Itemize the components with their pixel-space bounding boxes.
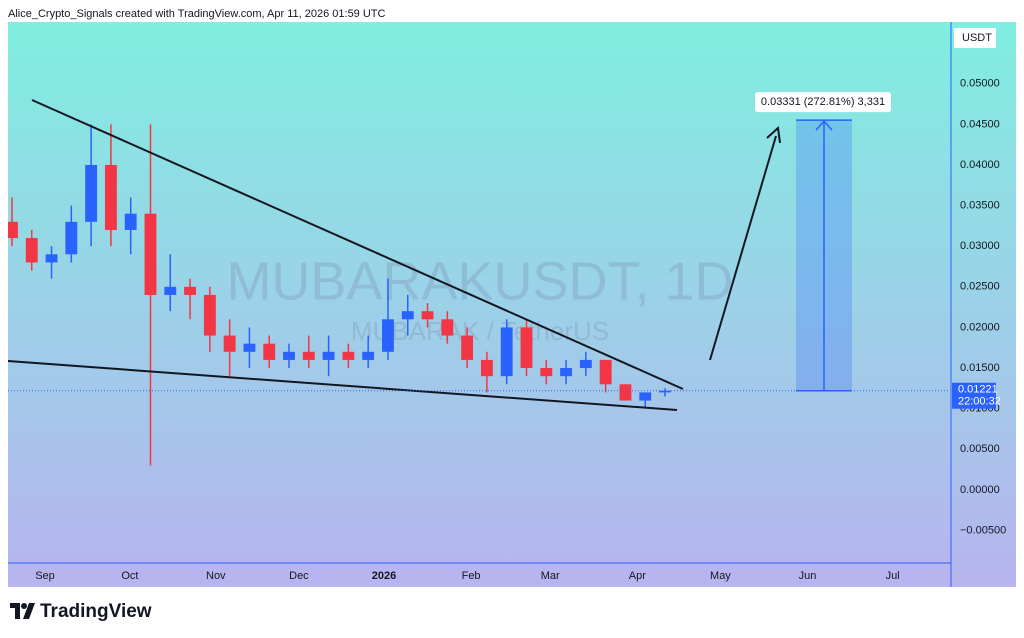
price-tag xyxy=(952,382,996,409)
candle-body xyxy=(659,390,671,393)
unit-box xyxy=(954,28,996,48)
candle-body xyxy=(144,213,157,295)
x-tick-label: May xyxy=(710,570,731,582)
measure-label-box xyxy=(755,92,891,113)
y-tick-label: 0.05000 xyxy=(960,78,1000,90)
brand: TradingView xyxy=(40,601,152,622)
x-tick-label: Dec xyxy=(289,570,309,582)
candle-body xyxy=(263,343,276,360)
x-tick-label: Apr xyxy=(629,570,646,582)
candle-body xyxy=(25,238,38,263)
price-tag-value: 0.01221 xyxy=(958,384,998,396)
x-tick-label: Nov xyxy=(206,570,226,582)
brand-logo xyxy=(10,603,35,619)
watermark-sub: MUBARAK / TetherUS xyxy=(351,316,609,346)
x-tick-label: Mar xyxy=(541,570,560,582)
y-tick-label: 0.01500 xyxy=(960,362,1000,374)
candle-body xyxy=(441,319,454,336)
y-tick-label: 0.04000 xyxy=(960,159,1000,171)
watermark: MUBARAKUSDT, 1D xyxy=(226,251,733,311)
drawings xyxy=(7,99,781,411)
candle-body xyxy=(243,343,256,352)
candle-body xyxy=(85,164,98,222)
candle-body xyxy=(520,327,533,369)
candle-body xyxy=(302,351,315,360)
candle-body xyxy=(342,351,355,360)
x-tick-label: Feb xyxy=(462,570,481,582)
trendline xyxy=(7,360,678,411)
chart-bg xyxy=(8,22,1016,587)
measure-arrow-head xyxy=(815,119,833,131)
candle-body xyxy=(461,335,474,360)
y-tick-label: 0.02500 xyxy=(960,281,1000,293)
candle-body xyxy=(45,254,58,263)
y-tick-label: 0.00000 xyxy=(960,484,1000,496)
y-tick-label: 0.04500 xyxy=(960,118,1000,130)
plot xyxy=(8,124,671,466)
candle-body xyxy=(65,221,78,255)
y-tick-label: 0.03500 xyxy=(960,199,1000,211)
candle-body xyxy=(283,351,295,360)
candle-body xyxy=(500,327,513,377)
candle-body xyxy=(579,359,592,369)
y-tick-label: 0.00500 xyxy=(960,443,1000,455)
candle-body xyxy=(619,384,632,401)
candle-body xyxy=(639,392,652,401)
arrow-line xyxy=(709,135,777,361)
y-tick-label: 0.03000 xyxy=(960,240,1000,252)
candle-body xyxy=(560,368,573,377)
x-tick-label: Sep xyxy=(35,570,55,582)
y-tick-label: 0.02000 xyxy=(960,321,1000,333)
candle-body xyxy=(480,359,493,377)
arrow-head xyxy=(766,125,781,144)
candle-body xyxy=(322,351,335,360)
y-tick-label: −0.00500 xyxy=(960,524,1006,536)
x-tick-label: Jun xyxy=(799,570,817,582)
candle-body xyxy=(382,319,394,352)
x-tick-label: Oct xyxy=(121,570,138,582)
candle-body xyxy=(421,311,434,320)
measure-label: 0.03331 (272.81%) 3,331 xyxy=(761,96,885,108)
header: Alice_Crypto_Signals created with Tradin… xyxy=(8,8,386,20)
x-tick-label: 2026 xyxy=(372,570,396,582)
candle-body xyxy=(203,294,216,336)
candle-body xyxy=(124,213,137,230)
candle-body xyxy=(540,368,553,377)
candle-body xyxy=(362,351,375,360)
x-tick-label: Jul xyxy=(886,570,900,582)
trendline xyxy=(31,99,684,390)
countdown: 22:00:32 xyxy=(958,396,1001,408)
candle-body xyxy=(184,286,197,295)
candle-body xyxy=(401,311,414,320)
candle-body xyxy=(8,221,18,239)
candle-body xyxy=(164,286,177,295)
y-unit: USDT xyxy=(962,32,992,44)
candle-body xyxy=(104,164,117,230)
candle-body xyxy=(223,335,236,352)
candle-body xyxy=(599,359,612,385)
